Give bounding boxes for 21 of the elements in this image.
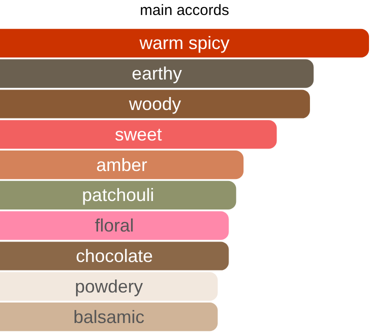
y-tick-label: earthy [132,64,182,84]
y-tick-label: woody [128,94,181,114]
bar [0,59,314,88]
bar [0,302,218,332]
y-tick-label: sweet [114,124,162,144]
y-tick-label: warm spicy [138,33,230,54]
bar [0,28,369,58]
y-tick-label: chocolate [76,246,153,266]
bar [0,211,229,240]
bar [0,180,236,210]
bar [0,242,229,270]
bar [0,272,218,301]
bar [0,120,277,149]
y-tick-label: amber [96,154,148,175]
y-tick-label: balsamic [73,306,144,327]
bar [0,150,244,180]
chart-title: main accords [140,2,230,20]
y-tick-label: patchouli [82,185,154,206]
bar [0,90,310,118]
y-tick-label: powdery [74,276,143,296]
y-tick-label: floral [94,216,134,236]
